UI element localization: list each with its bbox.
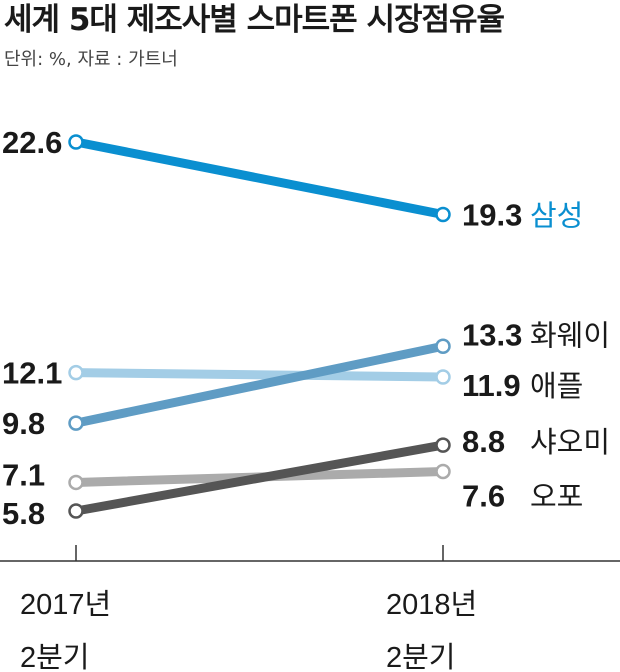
series-line-애플 xyxy=(71,368,448,382)
series-name-애플: 애플 xyxy=(530,369,583,403)
chart-title: 세계 5대 제조사별 스마트폰 시장점유율 xyxy=(4,2,505,38)
data-label-left-삼성: 22.6 xyxy=(2,125,62,160)
data-point-샤오미-0 xyxy=(68,503,84,519)
x-tick-label-1-1: 2분기 xyxy=(386,642,456,672)
chart-subtitle: 단위: %, 자료 : 가트너 xyxy=(4,49,178,70)
x-tick-label-0-0: 2017년 xyxy=(20,589,111,621)
data-label-right-화웨이: 13.3 xyxy=(462,317,522,352)
data-label-right-애플: 11.9 xyxy=(462,368,521,403)
series-name-샤오미: 샤오미 xyxy=(530,425,610,459)
data-label-left-애플: 12.1 xyxy=(2,356,62,391)
x-tick-label-0-1: 2분기 xyxy=(20,642,90,672)
x-tick-label-1-0: 2018년 xyxy=(386,589,477,621)
series-name-오포: 오포 xyxy=(530,479,583,513)
series-line-샤오미 xyxy=(71,440,448,516)
series-line-화웨이 xyxy=(71,341,448,428)
data-point-오포-0 xyxy=(68,474,84,491)
data-label-left-오포: 7.1 xyxy=(2,457,45,492)
data-point-애플-0 xyxy=(68,364,84,381)
data-label-right-삼성: 19.3 xyxy=(462,197,522,232)
data-point-샤오미-1 xyxy=(435,437,451,453)
data-label-left-샤오미: 5.8 xyxy=(2,496,45,531)
data-point-화웨이-0 xyxy=(68,415,84,431)
data-label-right-오포: 7.6 xyxy=(462,478,505,513)
data-label-left-화웨이: 9.8 xyxy=(2,406,45,441)
data-label-right-샤오미: 8.8 xyxy=(462,424,505,459)
series-name-화웨이: 화웨이 xyxy=(530,318,610,352)
series-name-삼성: 삼성 xyxy=(530,198,583,232)
data-point-삼성-1 xyxy=(435,206,451,223)
data-point-삼성-0 xyxy=(68,134,84,150)
data-point-애플-1 xyxy=(435,369,451,385)
series-line-삼성 xyxy=(71,137,448,219)
data-point-오포-1 xyxy=(435,463,451,480)
data-point-화웨이-1 xyxy=(435,338,451,355)
